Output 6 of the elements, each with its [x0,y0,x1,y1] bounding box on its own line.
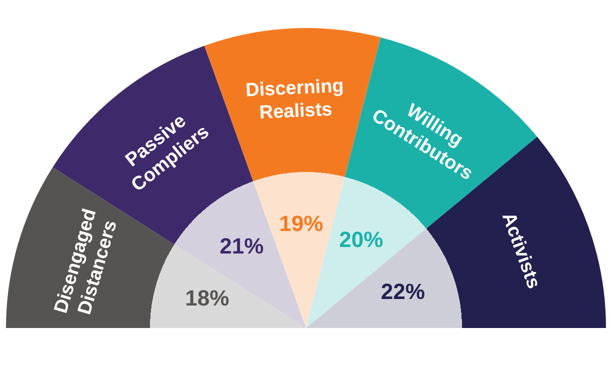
data-label: 19% [279,211,324,236]
slice-label: Discerning Realists [245,76,344,124]
data-label: 22% [380,279,425,304]
data-label: 18% [185,285,230,310]
data-label: 20% [339,227,384,252]
data-label: 21% [220,234,264,259]
